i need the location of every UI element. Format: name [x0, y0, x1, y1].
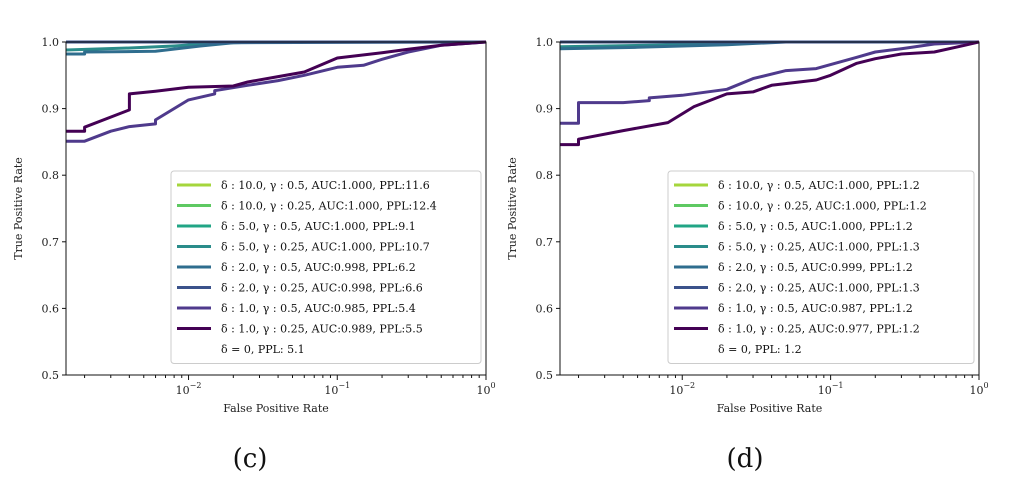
y-axis-label: True Positive Rate — [12, 157, 25, 260]
legend: δ : 10.0, γ : 0.5, AUC:1.000, PPL:11.6 δ … — [170, 170, 482, 364]
legend-entry: δ : 5.0, γ : 0.25, AUC:1.000, PPL:1.3 — [718, 241, 920, 254]
y-tick-label: 0.5 — [536, 369, 554, 382]
x-tick-label: 10−2 — [176, 381, 202, 397]
panel-caption: (c) — [233, 444, 268, 474]
legend-entry-baseline: δ = 0, PPL: 5.1 — [221, 343, 305, 356]
x-tick-label: 10−1 — [818, 381, 844, 397]
legend-entry: δ : 2.0, γ : 0.5, AUC:0.999, PPL:1.2 — [718, 261, 913, 274]
x-axis-label: False Positive Rate — [717, 402, 823, 415]
legend-entry: δ : 1.0, γ : 0.25, AUC:0.977, PPL:1.2 — [718, 323, 920, 336]
roc-panel-c: 0.5 0.6 0.7 0.8 0.9 1.0 10−2 10−1 100 False Posit… — [12, 36, 496, 474]
y-tick-label: 1.0 — [536, 36, 554, 49]
series-lines — [66, 40, 486, 143]
y-tick-label: 0.9 — [42, 103, 60, 116]
roc-panel-d: 0.5 0.6 0.7 0.8 0.9 1.0 10−2 10−1 100 False Posit… — [506, 36, 989, 474]
roc-curve-6 — [560, 40, 979, 125]
y-tick-label: 0.6 — [42, 302, 60, 315]
legend-entry: δ : 5.0, γ : 0.5, AUC:1.000, PPL:1.2 — [718, 220, 913, 233]
y-tick-label: 0.7 — [42, 236, 60, 249]
x-tick-label: 10−2 — [669, 381, 695, 397]
roc-curve-6 — [66, 40, 486, 143]
axes-frame — [65, 41, 487, 376]
roc-curve-7 — [66, 40, 486, 133]
legend-entry: δ : 1.0, γ : 0.5, AUC:0.987, PPL:1.2 — [718, 302, 913, 315]
legend-entry: δ : 10.0, γ : 0.5, AUC:1.000, PPL:1.2 — [718, 179, 920, 192]
axes-frame — [559, 41, 980, 376]
y-tick-label: 0.9 — [536, 103, 554, 116]
legend-entry: δ : 5.0, γ : 0.5, AUC:1.000, PPL:9.1 — [221, 220, 416, 233]
legend-box — [170, 170, 482, 364]
legend-box — [667, 170, 975, 364]
x-axis-label: False Positive Rate — [223, 402, 329, 415]
legend-entry: δ : 5.0, γ : 0.25, AUC:1.000, PPL:10.7 — [221, 241, 430, 254]
y-tick-label: 0.8 — [42, 169, 60, 182]
x-tick-label: 100 — [969, 381, 988, 397]
legend-entry: δ : 10.0, γ : 0.5, AUC:1.000, PPL:11.6 — [221, 179, 430, 192]
y-tick-label: 0.5 — [42, 369, 60, 382]
legend-entry: δ : 1.0, γ : 0.5, AUC:0.985, PPL:5.4 — [221, 302, 416, 315]
legend-entry: δ : 1.0, γ : 0.25, AUC:0.989, PPL:5.5 — [221, 323, 423, 336]
legend-entry: δ : 2.0, γ : 0.25, AUC:0.998, PPL:6.6 — [221, 282, 423, 295]
legend-entry: δ : 10.0, γ : 0.25, AUC:1.000, PPL:12.4 — [221, 200, 437, 213]
legend: δ : 10.0, γ : 0.5, AUC:1.000, PPL:1.2 δ :… — [667, 170, 975, 364]
legend-entry: δ : 10.0, γ : 0.25, AUC:1.000, PPL:1.2 — [718, 200, 927, 213]
y-tick-label: 0.8 — [536, 169, 554, 182]
y-tick-label: 1.0 — [42, 36, 60, 49]
legend-entry: δ : 2.0, γ : 0.5, AUC:0.998, PPL:6.2 — [221, 261, 416, 274]
y-axis-label: True Positive Rate — [506, 157, 519, 260]
panel-caption: (d) — [727, 444, 764, 474]
roc-curve-7 — [560, 40, 979, 147]
y-tick-label: 0.7 — [536, 236, 554, 249]
legend-entry-baseline: δ = 0, PPL: 1.2 — [718, 343, 802, 356]
x-tick-label: 100 — [476, 381, 495, 397]
series-lines — [560, 40, 979, 147]
y-tick-label: 0.6 — [536, 302, 554, 315]
legend-entry: δ : 2.0, γ : 0.25, AUC:1.000, PPL:1.3 — [718, 282, 920, 295]
x-tick-label: 10−1 — [324, 381, 350, 397]
